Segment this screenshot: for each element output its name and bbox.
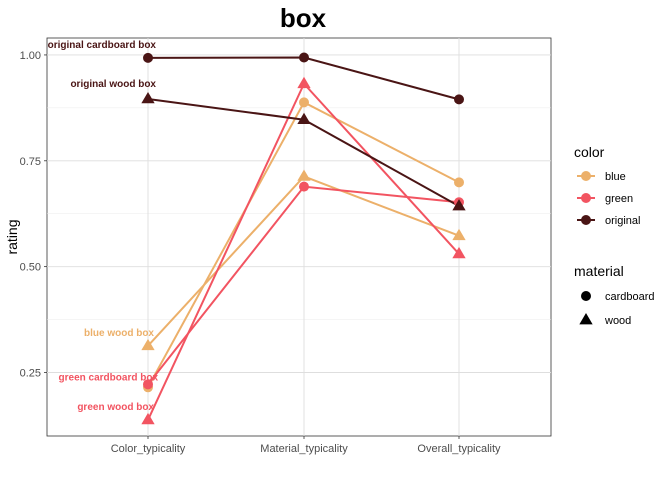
legend-key-circle: [581, 291, 591, 301]
y-tick-label: 0.25: [20, 367, 41, 379]
data-point-original-wood: [297, 112, 311, 125]
legend-label-green: green: [605, 193, 633, 205]
legend-label-cardboard: cardboard: [605, 291, 655, 303]
data-point-green-wood: [297, 76, 311, 89]
data-point-green-cardboard: [299, 181, 309, 192]
legend-key-triangle: [579, 313, 593, 325]
data-point-original-cardboard: [454, 94, 464, 105]
series-label: blue wood box: [84, 328, 154, 339]
legend-title-material: material: [574, 263, 624, 279]
data-point-green-wood: [452, 246, 466, 259]
legend-key-point: [581, 193, 591, 203]
x-axis-ticks: Color_typicality Material_typicality Overa…: [111, 436, 501, 455]
data-point-original-wood: [141, 91, 155, 104]
y-axis-ticks: 0.25 0.50 0.75 1.00: [20, 50, 47, 379]
data-point-blue-wood: [452, 228, 466, 241]
chart-title: box: [280, 3, 327, 33]
data-point-blue-wood: [297, 169, 311, 181]
data-point-green-wood: [141, 412, 155, 425]
legend-key-point: [581, 215, 591, 225]
x-tick-label: Overall_typicality: [417, 443, 501, 455]
series-label: green cardboard box: [59, 372, 159, 383]
data-point-blue-wood: [141, 338, 155, 351]
y-tick-label: 0.75: [20, 156, 41, 168]
series-labels: blue wood box green cardboard box green wo…: [48, 40, 159, 413]
series-points: [141, 52, 466, 425]
y-tick-label: 1.00: [20, 50, 41, 62]
legend-label-wood: wood: [604, 315, 631, 327]
plot-panel: [46, 37, 552, 437]
data-point-original-cardboard: [299, 52, 309, 63]
data-point-blue-cardboard: [299, 97, 309, 108]
data-point-green-cardboard: [143, 379, 153, 390]
series-label: original cardboard box: [48, 40, 157, 51]
y-axis-title: rating: [4, 219, 20, 254]
data-point-original-wood: [452, 199, 466, 211]
grid-minor: [47, 107, 551, 320]
series-label: original wood box: [70, 79, 156, 90]
y-tick-label: 0.50: [20, 262, 41, 274]
series-label: green wood box: [77, 402, 154, 413]
legend-title-color: color: [574, 144, 605, 160]
legend-label-original: original: [605, 215, 640, 227]
data-point-original-cardboard: [143, 52, 153, 63]
legend-key-point: [581, 171, 591, 181]
data-point-blue-cardboard: [454, 177, 464, 188]
legend-label-blue: blue: [605, 171, 626, 183]
x-tick-label: Color_typicality: [111, 443, 186, 455]
x-tick-label: Material_typicality: [260, 443, 348, 455]
